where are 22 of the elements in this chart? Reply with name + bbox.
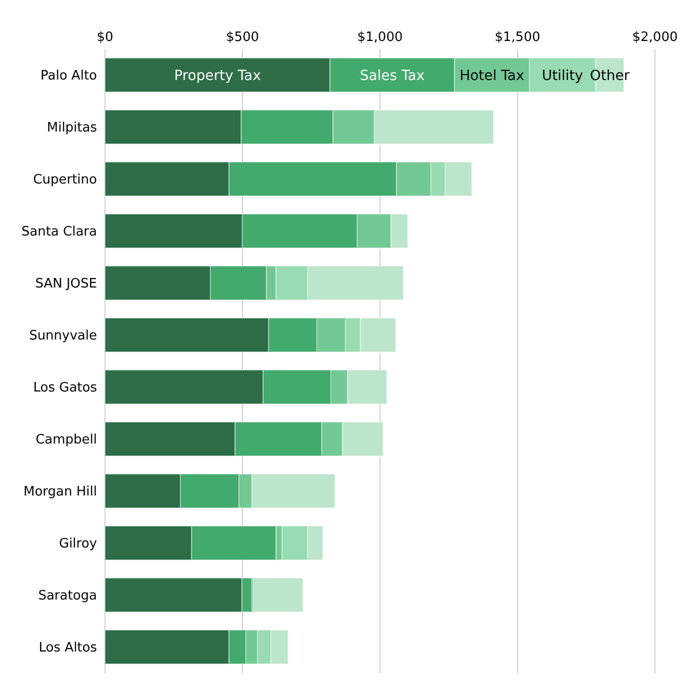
series-label: Property Tax — [174, 68, 261, 84]
series-label: Sales Tax — [360, 68, 425, 84]
y-tick-label: Los Gatos — [33, 380, 98, 396]
x-tick-label: $500 — [226, 30, 260, 45]
y-tick-label: Morgan Hill — [24, 484, 97, 500]
y-tick-label: Sunnyvale — [29, 328, 97, 344]
y-tick-label: Cupertino — [33, 172, 98, 188]
x-tick-label: $1,500 — [494, 30, 540, 45]
x-tick-label: $1,000 — [357, 30, 403, 45]
y-tick-label: Milpitas — [46, 120, 98, 136]
y-tick-label: Los Altos — [38, 640, 98, 656]
y-tick-label: Campbell — [36, 432, 97, 448]
y-tick-label: Gilroy — [58, 536, 98, 552]
y-tick-label: Palo Alto — [40, 68, 98, 84]
x-tick-label: $2,000 — [632, 30, 678, 45]
series-label: Hotel Tax — [460, 68, 524, 84]
series-label: Other — [590, 68, 630, 84]
y-tick-label: Saratoga — [38, 588, 97, 604]
y-tick-label: Santa Clara — [21, 224, 97, 240]
y-tick-label: SAN JOSE — [35, 276, 97, 292]
x-tick-label: $0 — [96, 30, 114, 45]
series-label: Utility — [542, 68, 584, 84]
